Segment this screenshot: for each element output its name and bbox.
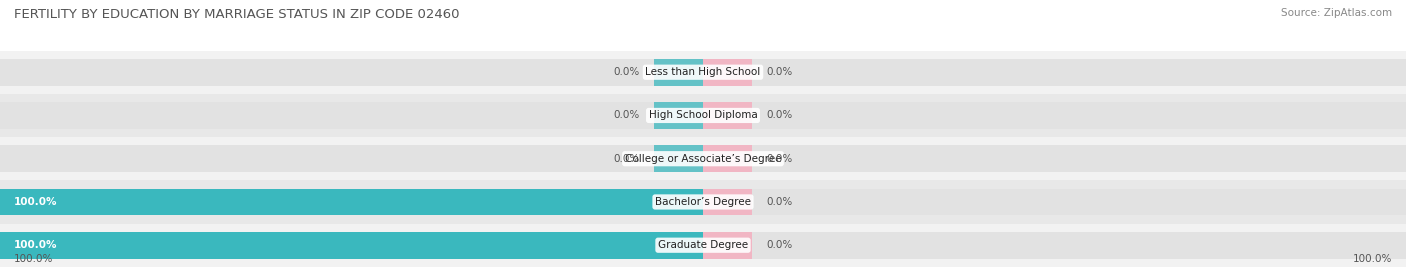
Bar bbox=[0, 232, 1406, 259]
Text: 100.0%: 100.0% bbox=[14, 197, 58, 207]
Text: College or Associate’s Degree: College or Associate’s Degree bbox=[624, 154, 782, 164]
Text: 0.0%: 0.0% bbox=[766, 197, 793, 207]
Text: 100.0%: 100.0% bbox=[14, 240, 58, 250]
Bar bbox=[703, 189, 752, 215]
Text: Source: ZipAtlas.com: Source: ZipAtlas.com bbox=[1281, 8, 1392, 18]
Text: 0.0%: 0.0% bbox=[766, 67, 793, 77]
Bar bbox=[654, 59, 703, 86]
Bar bbox=[703, 102, 752, 129]
Text: Bachelor’s Degree: Bachelor’s Degree bbox=[655, 197, 751, 207]
Bar bbox=[0, 51, 1406, 94]
Bar bbox=[0, 224, 1406, 267]
Text: 0.0%: 0.0% bbox=[766, 111, 793, 121]
Text: 0.0%: 0.0% bbox=[766, 154, 793, 164]
Bar bbox=[0, 94, 1406, 137]
Text: 100.0%: 100.0% bbox=[1353, 254, 1392, 264]
Bar bbox=[0, 102, 1406, 129]
Bar bbox=[0, 137, 1406, 180]
Bar bbox=[654, 145, 703, 172]
Bar bbox=[0, 180, 1406, 224]
Text: Less than High School: Less than High School bbox=[645, 67, 761, 77]
Bar bbox=[703, 232, 752, 259]
Text: FERTILITY BY EDUCATION BY MARRIAGE STATUS IN ZIP CODE 02460: FERTILITY BY EDUCATION BY MARRIAGE STATU… bbox=[14, 8, 460, 21]
Bar bbox=[0, 145, 1406, 172]
Text: 0.0%: 0.0% bbox=[766, 240, 793, 250]
Text: 0.0%: 0.0% bbox=[613, 111, 640, 121]
Text: 100.0%: 100.0% bbox=[14, 254, 53, 264]
Text: 0.0%: 0.0% bbox=[613, 154, 640, 164]
Text: High School Diploma: High School Diploma bbox=[648, 111, 758, 121]
Bar bbox=[0, 59, 1406, 86]
Bar bbox=[0, 232, 703, 259]
Bar bbox=[703, 145, 752, 172]
Text: Graduate Degree: Graduate Degree bbox=[658, 240, 748, 250]
Bar bbox=[0, 189, 1406, 215]
Bar bbox=[654, 102, 703, 129]
Bar bbox=[0, 189, 703, 215]
Bar bbox=[703, 59, 752, 86]
Text: 0.0%: 0.0% bbox=[613, 67, 640, 77]
